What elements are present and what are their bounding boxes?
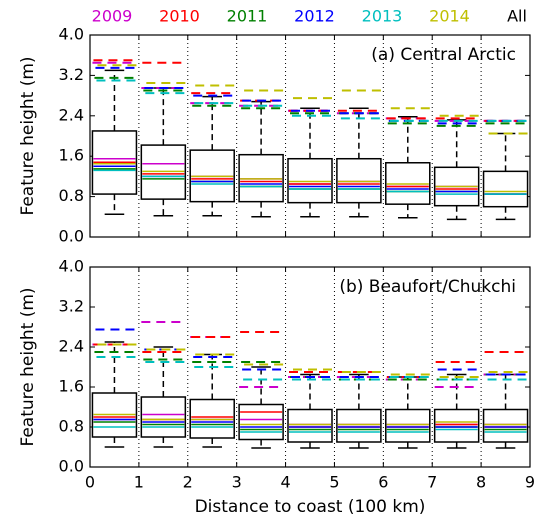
y-tick-label: 0.0 (59, 457, 84, 476)
box (140, 144, 187, 200)
legend-label: 2014 (429, 7, 470, 26)
y-tick-label: 4.0 (59, 257, 84, 276)
x-tick-label: 0 (85, 473, 95, 492)
legend-label: 2010 (159, 7, 200, 26)
legend-label: 2013 (362, 7, 403, 26)
x-axis-label: Distance to coast (100 km) (195, 497, 426, 517)
x-tick-label: 1 (134, 473, 144, 492)
y-tick-label: 3.2 (59, 297, 84, 316)
x-tick-label: 4 (280, 473, 290, 492)
x-tick-label: 3 (232, 473, 242, 492)
panel-title: (b) Beaufort/Chukchi (339, 277, 516, 297)
plot-frame (89, 266, 531, 468)
x-tick-label: 9 (525, 473, 535, 492)
y-tick-label: 2.4 (59, 105, 84, 124)
x-tick-label: 5 (329, 473, 339, 492)
plot-frame (89, 34, 531, 238)
x-tick-label: 7 (427, 473, 437, 492)
x-tick-label: 8 (476, 473, 486, 492)
box (238, 403, 284, 441)
y-tick-label: 2.4 (59, 337, 84, 356)
y-tick-label: 1.6 (59, 377, 84, 396)
y-tick-label: 0.8 (59, 186, 84, 205)
box (336, 408, 382, 443)
legend-label: 2011 (227, 7, 268, 26)
legend-label: All (507, 7, 527, 26)
y-tick-label: 4.0 (59, 25, 84, 44)
y-axis-label: Feature height (m) (18, 56, 38, 215)
legend-label: 2009 (92, 7, 133, 26)
y-tick-label: 3.2 (59, 65, 84, 84)
box (336, 157, 382, 204)
box (482, 170, 529, 208)
legend-label: 2012 (294, 7, 335, 26)
panel-title: (a) Central Arctic (371, 45, 516, 65)
box (140, 396, 187, 438)
x-tick-label: 2 (183, 473, 193, 492)
x-tick-label: 6 (378, 473, 388, 492)
y-tick-label: 0.0 (59, 227, 84, 246)
y-tick-label: 1.6 (59, 146, 84, 165)
box (287, 408, 333, 443)
y-axis-label: Feature height (m) (18, 287, 38, 446)
box (287, 157, 333, 204)
box (482, 408, 529, 443)
box (238, 153, 284, 203)
y-tick-label: 0.8 (59, 417, 84, 436)
box (433, 408, 480, 443)
box (385, 408, 431, 443)
